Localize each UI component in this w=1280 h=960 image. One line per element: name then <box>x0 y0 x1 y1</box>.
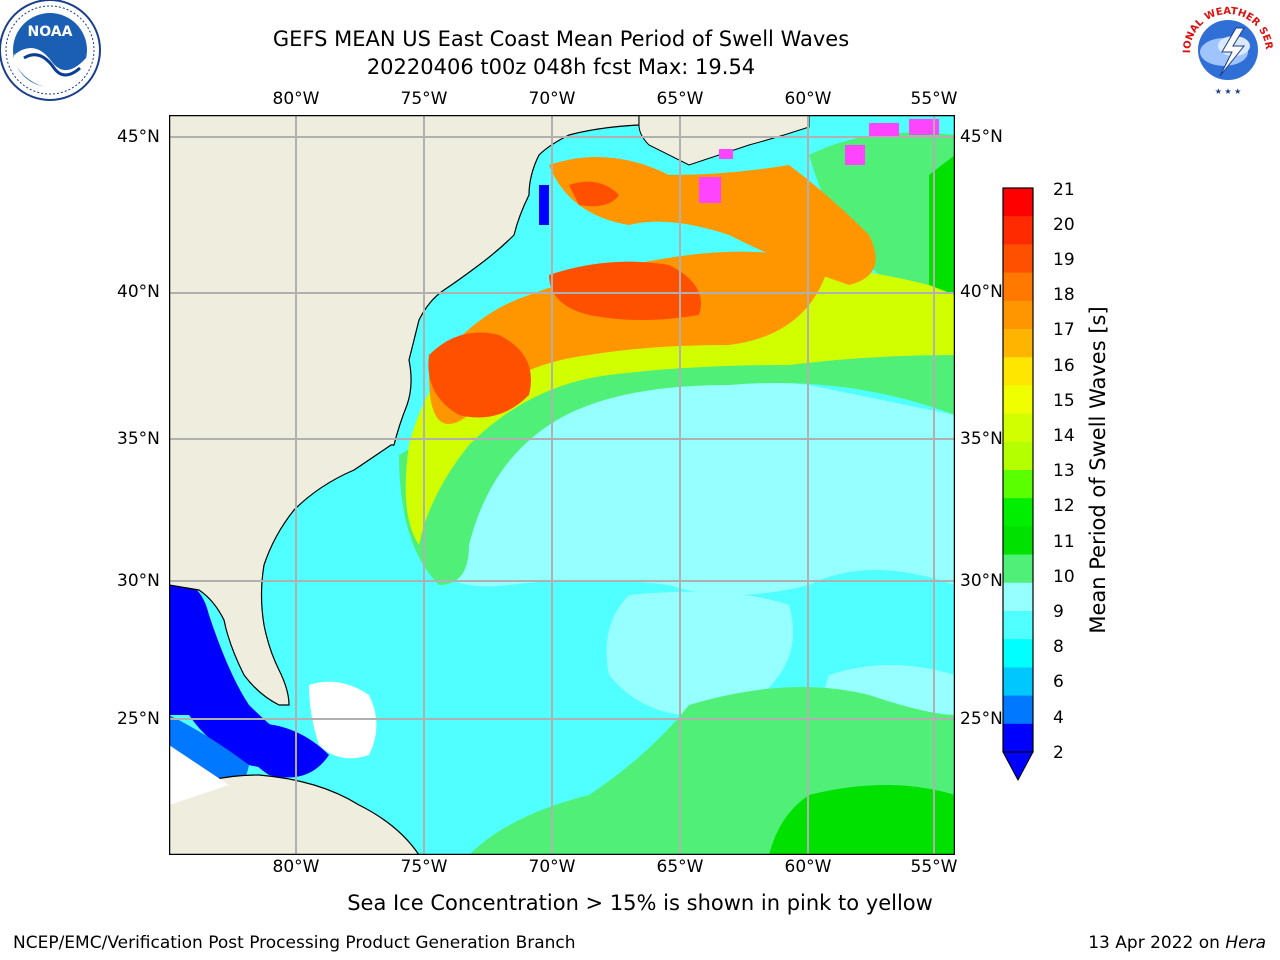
colorbar-tick: 8 <box>1053 637 1064 657</box>
sea-ice-note: Sea Ice Concentration > 15% is shown in … <box>0 891 1280 915</box>
lat-label-right: 35°N <box>960 429 1003 449</box>
lon-label-top: 60°W <box>784 89 832 109</box>
field-2-4s <box>539 185 549 225</box>
colorbar-swatch <box>1003 272 1033 302</box>
colorbar-swatches <box>1003 188 1033 753</box>
map-frame <box>169 115 955 855</box>
colorbar-swatch <box>1003 582 1033 612</box>
map-title: GEFS MEAN US East Coast Mean Period of S… <box>272 27 850 51</box>
colorbar-tick: 19 <box>1053 250 1075 270</box>
field-9-12s <box>809 132 955 315</box>
colorbar-swatch <box>1003 498 1033 527</box>
colorbar-swatch <box>1003 385 1033 415</box>
field-2-4s <box>229 723 329 778</box>
colorbar-tick: 14 <box>1053 426 1075 446</box>
field-9-12s <box>399 355 955 585</box>
sea-ice-note-text: Sea Ice Concentration > 15% is shown in … <box>347 891 933 915</box>
field-18-20s <box>428 332 531 418</box>
lat-label-left: 35°N <box>117 429 160 449</box>
lon-label-top: 55°W <box>910 89 958 109</box>
swell-period-map <box>169 115 955 855</box>
colorbar-tick: 12 <box>1053 496 1075 516</box>
lon-label-bottom: 55°W <box>910 857 958 877</box>
noaa-logo: NOAA <box>0 0 101 101</box>
colorbar-tick: 10 <box>1053 567 1075 587</box>
lat-label-left: 45°N <box>117 127 160 147</box>
colorbar-tick: 17 <box>1053 320 1075 340</box>
sea-ice-patch <box>719 149 733 159</box>
colorbar-swatch <box>1003 413 1033 443</box>
lon-label-top: 70°W <box>528 89 576 109</box>
sea-ice-patch <box>909 119 939 135</box>
colorbar-swatch <box>1003 300 1033 330</box>
sea-ice-patch <box>699 177 721 203</box>
colorbar-tick: 11 <box>1053 532 1075 552</box>
colorbar-tick: 9 <box>1053 602 1064 622</box>
footer-machine: Hera <box>1225 933 1266 953</box>
colorbar-tick: 21 <box>1053 180 1075 200</box>
colorbar-swatch <box>1003 470 1033 499</box>
lat-label-right: 25°N <box>960 709 1003 729</box>
colorbar-swatch <box>1003 244 1033 274</box>
colorbar-swatch <box>1003 441 1033 471</box>
colorbar <box>1002 187 1034 782</box>
colorbar-swatch <box>1003 526 1033 556</box>
field-18-20s <box>549 261 701 320</box>
colorbar-swatch <box>1003 554 1033 584</box>
colorbar-tick: 20 <box>1053 215 1075 235</box>
svg-text:★ ★ ★: ★ ★ ★ <box>1215 87 1242 96</box>
colorbar-tick: 15 <box>1053 391 1075 411</box>
lon-label-bottom: 75°W <box>400 857 448 877</box>
footer-credit: NCEP/EMC/Verification Post Processing Pr… <box>13 933 576 953</box>
bahamas-banks <box>169 745 229 805</box>
lat-label-left: 30°N <box>117 571 160 591</box>
lon-label-bottom: 65°W <box>656 857 704 877</box>
noaa-logo-text: NOAA <box>28 24 73 40</box>
colorbar-swatch <box>1003 188 1033 217</box>
field-16-18s <box>549 157 876 285</box>
field-16-18s <box>429 251 829 424</box>
lon-label-bottom: 60°W <box>784 857 832 877</box>
colorbar-swatch <box>1003 329 1033 358</box>
lat-label-left: 25°N <box>117 709 160 729</box>
field-18-20s <box>569 181 619 207</box>
lon-label-bottom: 70°W <box>528 857 576 877</box>
colorbar-extend-arrow <box>1002 751 1034 782</box>
colorbar-swatch <box>1003 216 1033 245</box>
colorbar-tick: 6 <box>1053 672 1064 692</box>
colorbar-tick: 2 <box>1053 743 1064 763</box>
lon-label-bottom: 80°W <box>272 857 320 877</box>
colorbar-title: Mean Period of Swell Waves [s] <box>1086 306 1110 634</box>
colorbar-tick: 16 <box>1053 356 1075 376</box>
field-8-9s <box>606 591 793 717</box>
colorbar-swatch <box>1003 357 1033 386</box>
nws-logo: NATIONAL WEATHER SERVICE ★ ★ ★ <box>1178 0 1276 98</box>
lon-label-top: 80°W <box>272 89 320 109</box>
lon-label-top: 65°W <box>656 89 704 109</box>
sea-ice-patch <box>845 145 865 165</box>
lon-label-top: 75°W <box>400 89 448 109</box>
colorbar-tick: 4 <box>1053 708 1064 728</box>
colorbar-swatch <box>1003 695 1033 725</box>
land-north-america <box>169 115 640 706</box>
lat-label-right: 30°N <box>960 571 1003 591</box>
map-subtitle: 20220406 t00z 048h fcst Max: 19.54 <box>366 55 756 79</box>
field-9-12s <box>769 785 955 855</box>
sea-ice-patch <box>869 123 899 137</box>
colorbar-tick: 18 <box>1053 285 1075 305</box>
footer-date: 13 Apr 2022 on Hera <box>1088 933 1266 953</box>
lat-label-right: 40°N <box>960 282 1003 302</box>
field-2-4s <box>169 583 299 768</box>
field-9-12s <box>929 155 955 315</box>
colorbar-tick: 13 <box>1053 461 1075 481</box>
colorbar-swatch <box>1003 611 1033 640</box>
colorbar-swatch <box>1003 639 1033 668</box>
colorbar-swatch <box>1003 667 1033 697</box>
lat-label-right: 45°N <box>960 127 1003 147</box>
footer-date-text: 13 Apr 2022 on <box>1088 933 1220 953</box>
colorbar-swatch <box>1003 723 1033 753</box>
graticule <box>169 115 955 855</box>
lat-label-left: 40°N <box>117 282 160 302</box>
